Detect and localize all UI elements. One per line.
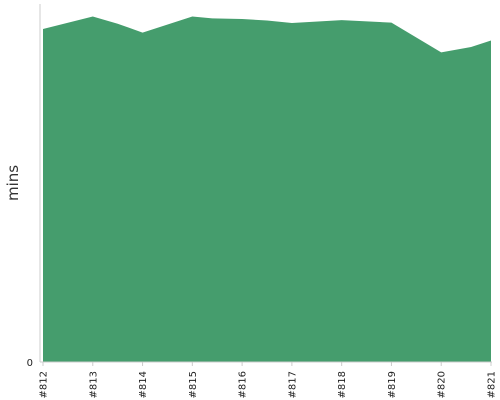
y-axis-ticks: 0 — [27, 358, 33, 369]
x-tick-label: #813 — [88, 371, 99, 398]
x-tick-label: #819 — [387, 371, 398, 398]
x-tick-label: #816 — [238, 371, 249, 398]
x-tick-label: #812 — [39, 371, 50, 398]
area-series-layer — [43, 16, 491, 363]
x-tick-label: #815 — [188, 371, 199, 398]
x-axis-ticks: #812 #813 #814 #815 #816 #817 #818 #819 #820 #821 — [39, 362, 498, 398]
x-tick-label: #820 — [437, 371, 448, 398]
x-tick-label: #818 — [337, 371, 348, 398]
x-tick-label: #814 — [138, 371, 149, 398]
y-tick-label: 0 — [27, 358, 33, 369]
y-axis-title: mins — [4, 165, 22, 201]
x-tick-label: #821 — [487, 371, 498, 398]
x-tick-label: #817 — [287, 371, 298, 398]
area-series — [43, 16, 491, 363]
